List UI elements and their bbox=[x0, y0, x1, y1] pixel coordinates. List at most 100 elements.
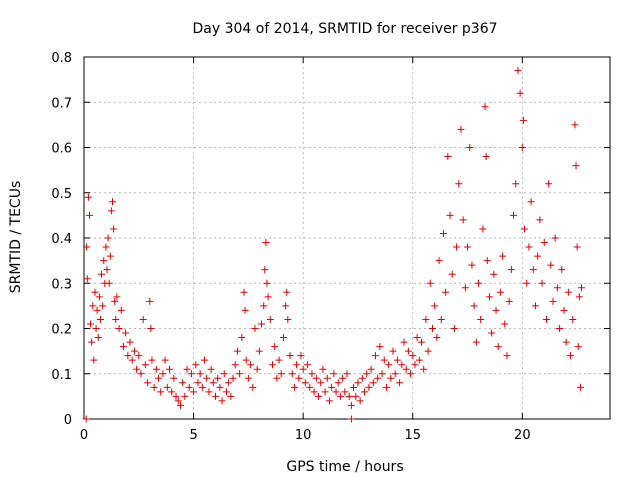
data-point bbox=[330, 370, 338, 378]
data-point bbox=[261, 266, 269, 274]
data-point bbox=[144, 379, 152, 387]
data-point bbox=[551, 234, 559, 242]
data-point bbox=[93, 306, 101, 314]
data-point bbox=[380, 356, 388, 364]
data-point bbox=[481, 103, 489, 111]
data-point bbox=[242, 356, 250, 364]
data-point bbox=[179, 379, 187, 387]
y-tick-label: 0.2 bbox=[51, 323, 72, 338]
data-point bbox=[108, 198, 116, 206]
data-point bbox=[271, 343, 279, 351]
data-point bbox=[312, 374, 320, 382]
y-tick-label: 0.8 bbox=[51, 51, 72, 66]
data-point bbox=[572, 162, 580, 170]
data-point bbox=[518, 144, 526, 151]
data-point bbox=[540, 239, 548, 247]
data-point bbox=[251, 325, 259, 332]
data-point bbox=[105, 279, 113, 287]
data-point bbox=[435, 257, 443, 265]
data-point bbox=[352, 392, 360, 400]
data-point bbox=[168, 388, 176, 396]
data-point bbox=[141, 361, 149, 369]
data-point bbox=[170, 374, 178, 382]
data-point bbox=[396, 379, 404, 387]
data-point bbox=[236, 370, 244, 378]
data-point bbox=[424, 347, 432, 355]
data-point bbox=[328, 383, 336, 391]
data-point bbox=[262, 239, 270, 247]
data-point bbox=[455, 180, 463, 188]
y-tick-label: 0.6 bbox=[51, 142, 72, 157]
data-point bbox=[422, 315, 430, 323]
x-tick-label: 5 bbox=[189, 428, 197, 443]
data-point bbox=[277, 370, 285, 378]
data-point bbox=[545, 180, 553, 188]
data-point bbox=[288, 370, 296, 378]
data-point bbox=[157, 388, 165, 396]
data-point bbox=[111, 297, 119, 305]
data-point bbox=[479, 225, 487, 233]
x-tick-label: 0 bbox=[80, 428, 88, 443]
data-point bbox=[431, 302, 439, 310]
data-point bbox=[146, 297, 154, 305]
data-point bbox=[301, 379, 309, 387]
data-point bbox=[106, 252, 114, 260]
data-point bbox=[87, 320, 95, 328]
data-point bbox=[260, 302, 268, 310]
data-point bbox=[201, 356, 209, 364]
data-point bbox=[446, 211, 454, 219]
data-point bbox=[198, 383, 206, 391]
data-point bbox=[361, 388, 369, 396]
data-point bbox=[249, 383, 257, 391]
data-point bbox=[499, 252, 507, 260]
data-point bbox=[103, 266, 111, 274]
tick-marks bbox=[83, 56, 610, 420]
data-point bbox=[273, 374, 281, 382]
data-point bbox=[112, 315, 120, 323]
data-point bbox=[85, 211, 93, 219]
data-point bbox=[229, 374, 237, 382]
data-point bbox=[295, 374, 303, 382]
data-point bbox=[459, 216, 467, 224]
data-point bbox=[130, 347, 138, 355]
data-point bbox=[196, 370, 204, 378]
y-tick-label: 0.3 bbox=[51, 277, 72, 292]
data-point bbox=[496, 288, 504, 296]
data-point bbox=[165, 365, 173, 373]
data-point bbox=[100, 257, 108, 265]
y-tick-label: 0.5 bbox=[51, 187, 72, 202]
data-point bbox=[437, 315, 445, 323]
data-point bbox=[102, 243, 110, 251]
data-point bbox=[483, 257, 491, 265]
data-point bbox=[304, 361, 312, 369]
data-point bbox=[367, 365, 375, 373]
data-point bbox=[317, 379, 325, 387]
data-point bbox=[122, 329, 130, 337]
data-point bbox=[482, 153, 490, 161]
data-point bbox=[94, 334, 102, 342]
data-point bbox=[398, 361, 406, 369]
data-point bbox=[407, 370, 415, 378]
data-point bbox=[374, 374, 382, 382]
data-point bbox=[341, 388, 349, 396]
data-point bbox=[297, 352, 305, 360]
data-point bbox=[492, 306, 500, 314]
data-point bbox=[275, 356, 283, 364]
data-point bbox=[88, 338, 96, 346]
data-point bbox=[96, 315, 104, 323]
data-point bbox=[503, 352, 511, 360]
data-point bbox=[400, 338, 408, 346]
data-point bbox=[83, 275, 91, 283]
data-point bbox=[332, 388, 340, 396]
data-point bbox=[450, 325, 458, 332]
data-point bbox=[387, 374, 395, 382]
data-point bbox=[426, 279, 434, 287]
data-point bbox=[183, 365, 191, 373]
data-point bbox=[218, 397, 226, 405]
data-point bbox=[172, 392, 180, 400]
data-point bbox=[263, 279, 271, 287]
data-point bbox=[466, 144, 474, 151]
data-point bbox=[442, 288, 450, 296]
data-point bbox=[475, 279, 482, 287]
data-point bbox=[413, 334, 421, 342]
